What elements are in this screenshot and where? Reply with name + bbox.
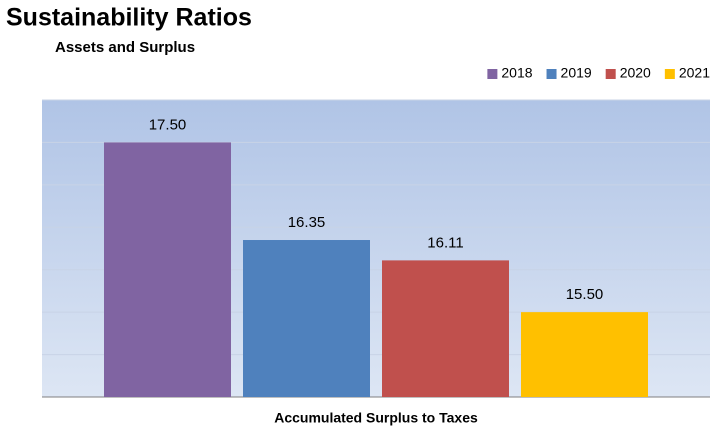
- chart-title: Sustainability Ratios: [6, 4, 252, 32]
- legend-label: 2021: [679, 65, 710, 81]
- bar: [104, 142, 231, 397]
- legend-swatch: [487, 69, 498, 79]
- legend-swatch: [664, 69, 675, 79]
- chart-subtitle: Assets and Surplus: [55, 39, 195, 56]
- legend-label: 2018: [501, 65, 532, 81]
- legend-label: 2019: [561, 65, 592, 81]
- bar: [521, 312, 648, 397]
- legend-label: 2020: [620, 65, 651, 81]
- data-label: 16.35: [288, 214, 326, 231]
- x-axis-label: Accumulated Surplus to Taxes: [274, 410, 478, 426]
- data-label: 17.50: [149, 116, 187, 133]
- bar: [243, 240, 370, 397]
- legend-swatch: [546, 69, 557, 79]
- legend-swatch: [605, 69, 616, 79]
- bar: [382, 260, 509, 397]
- data-label: 16.11: [427, 234, 463, 251]
- data-label: 15.50: [566, 286, 604, 303]
